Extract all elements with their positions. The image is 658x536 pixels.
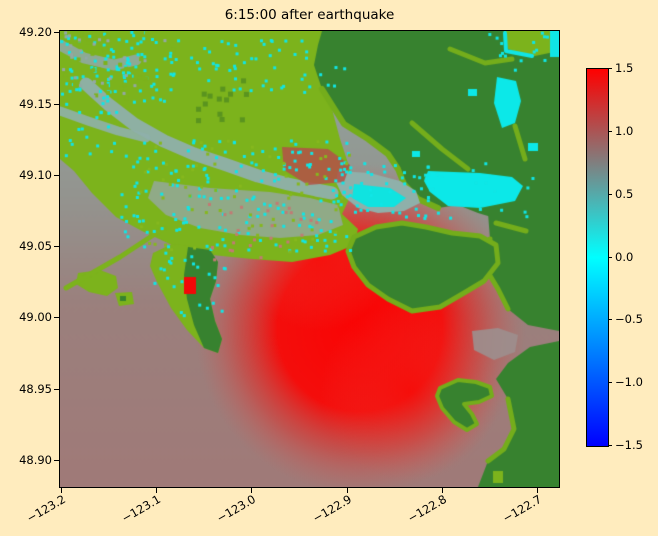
colorbar-tick-mark — [608, 382, 612, 384]
x-tick-label: −123.0 — [214, 492, 259, 526]
colorbar-tick-mark — [608, 130, 612, 132]
colorbar-tick-label: 1.0 — [615, 123, 634, 138]
colorbar-tick-label: −1.5 — [615, 438, 643, 452]
colorbar-tick-mark — [608, 319, 612, 321]
colorbar-tick-mark — [608, 68, 612, 69]
x-tick-label: −123.1 — [119, 492, 164, 526]
colorbar-tick-mark — [608, 256, 612, 258]
colorbar-tick-label: −0.5 — [615, 312, 643, 327]
y-tick-label: 49.05 — [19, 239, 52, 254]
x-tick-label: −122.9 — [309, 492, 354, 526]
y-tick-label: 48.95 — [19, 381, 52, 396]
x-tick-label: −122.8 — [404, 492, 449, 526]
x-tick-label: −123.2 — [24, 492, 68, 526]
colorbar-tick-mark — [608, 445, 612, 446]
colorbar-tick-label: −1.0 — [615, 375, 643, 390]
x-tick-mark — [537, 488, 539, 493]
y-tick-label: 49.00 — [19, 310, 52, 325]
colorbar — [586, 68, 609, 447]
y-tick-mark — [54, 32, 59, 34]
y-tick-label: 49.10 — [19, 167, 52, 182]
x-tick-mark — [156, 488, 158, 493]
y-tick-mark — [54, 103, 59, 105]
colorbar-tick-label: 0.0 — [615, 249, 634, 264]
y-tick-label: 48.90 — [19, 452, 52, 467]
x-tick-mark — [441, 488, 443, 493]
y-tick-label: 49.20 — [19, 25, 52, 40]
colorbar-tick-label: 0.5 — [615, 186, 634, 201]
y-tick-mark — [54, 174, 59, 176]
x-tick-label: −122.7 — [500, 492, 545, 526]
y-tick-mark — [54, 459, 59, 461]
colorbar-tick-mark — [608, 193, 612, 195]
map-plot-area — [59, 30, 560, 488]
x-tick-mark — [60, 488, 62, 493]
y-tick-mark — [54, 246, 59, 248]
colorbar-tick-label: 1.5 — [615, 61, 634, 75]
chart-title: 6:15:00 after earthquake — [224, 7, 395, 23]
x-tick-mark — [346, 488, 348, 493]
map-canvas — [60, 31, 559, 487]
y-tick-mark — [54, 317, 59, 319]
x-tick-mark — [251, 488, 253, 493]
y-tick-label: 49.15 — [19, 96, 52, 111]
y-tick-mark — [54, 388, 59, 390]
